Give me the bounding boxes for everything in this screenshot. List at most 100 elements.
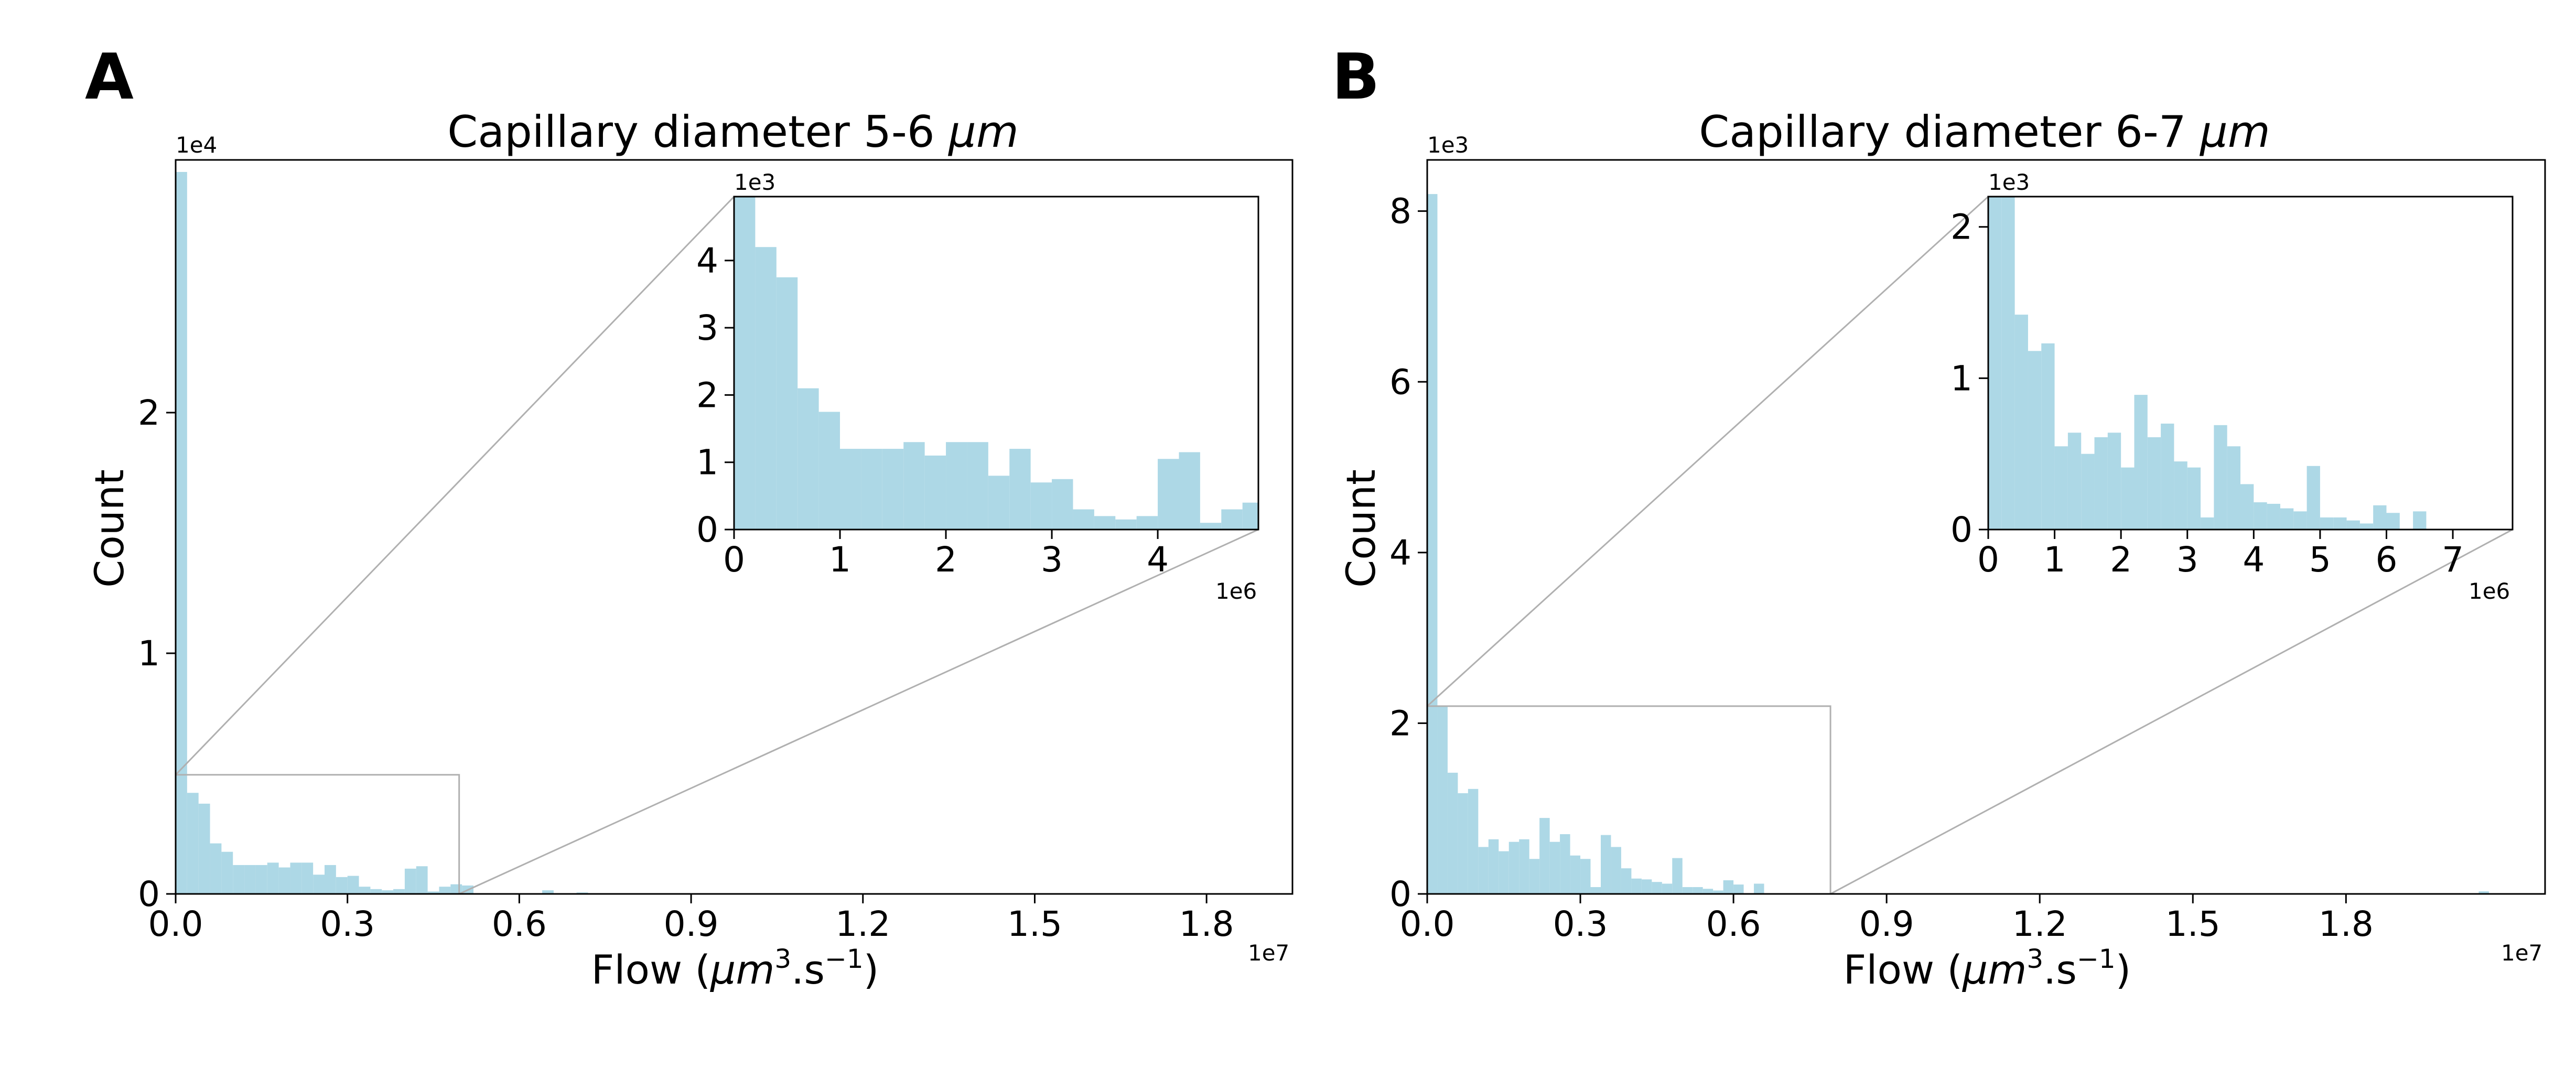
inset-a-bar-8	[903, 442, 925, 530]
inset-b-bar-21	[2267, 503, 2280, 530]
main-a-bar-16	[359, 887, 371, 894]
main-a-x-tick-label-4: 1.2	[835, 904, 890, 944]
inset-b-bar-3	[2028, 351, 2042, 530]
main-a-bar-13	[325, 865, 336, 894]
main-a-bar-5	[233, 865, 245, 894]
inset-a-bar-16	[1073, 509, 1094, 530]
main-a-bar-1	[187, 793, 199, 894]
inset-b-x-tick-label-2: 2	[2110, 539, 2132, 580]
main-a-x-tick-label-1: 0.3	[320, 904, 375, 944]
inset-a-bar-3	[797, 388, 819, 530]
panel-letter-a: A	[85, 41, 134, 114]
main-b-bar-27	[1702, 889, 1713, 894]
inset-x-multiplier-b: 1e6	[2469, 578, 2510, 604]
inset-a-y-tick-label-4: 4	[696, 241, 718, 281]
main-b-bar-25	[1682, 887, 1693, 894]
panel-letter-b: B	[1332, 41, 1379, 114]
main-b-bar-22	[1652, 882, 1662, 894]
inset-b-bar-12	[2147, 437, 2161, 530]
inset-a-bar-0	[734, 197, 756, 530]
inset-y-ticks-b: 0 1 2	[1950, 207, 1988, 550]
inset-b-bar-29	[2373, 505, 2387, 530]
inset-a-x-tick-label-2: 2	[935, 539, 957, 580]
main-a-bar-8	[267, 862, 279, 894]
main-a-y-tick-label-0: 0	[138, 874, 160, 914]
x-axis-label-a: Flow (μm3.s−1)	[591, 944, 879, 993]
main-b-bar-4	[1468, 789, 1479, 894]
inset-a-y-tick-label-3: 3	[696, 308, 718, 348]
main-b-x-tick-label-1: 0.3	[1553, 904, 1608, 944]
inset-y-multiplier-a: 1e3	[734, 169, 775, 195]
inset-b-bar-32	[2413, 511, 2427, 530]
main-a-bar-11	[301, 862, 314, 894]
inset-b-bar-26	[2333, 517, 2347, 530]
inset-a-y-tick-label-2: 2	[696, 375, 718, 415]
inset-a-bar-13	[1009, 449, 1031, 530]
inset-a-bar-22	[1200, 523, 1222, 530]
inset-b-x-tick-label-0: 0	[1977, 539, 1999, 580]
main-a-bar-4	[221, 851, 233, 894]
main-a-bar-20	[404, 868, 416, 894]
main-a-bar-9	[278, 867, 290, 894]
inset-a-bar-7	[882, 449, 904, 530]
zoom-connector-top-a	[175, 196, 735, 775]
main-b-x-tick-label-4: 1.2	[2012, 904, 2067, 944]
main-b-bar-8	[1508, 841, 1519, 894]
inset-b-bar-30	[2386, 513, 2400, 530]
inset-a-x-tick-label-3: 3	[1041, 539, 1063, 580]
inset-b-bar-7	[2081, 454, 2095, 530]
x-ticks-b: 0.0 0.3 0.6 0.9 1.2 1.5 1.8	[1400, 894, 2374, 944]
main-a-x-tick-label-3: 0.9	[664, 904, 719, 944]
inset-a-x-tick-label-0: 0	[723, 539, 745, 580]
main-a-bar-19	[393, 889, 405, 894]
main-b-bar-16	[1590, 887, 1601, 894]
main-b-bar-1	[1437, 706, 1448, 894]
main-a-x-tick-label-0: 0.0	[148, 904, 203, 944]
main-a-bar-24	[450, 884, 462, 894]
inset-b-y-tick-label-1: 1	[1950, 358, 1973, 398]
main-a-bar-2	[198, 803, 210, 894]
main-b-y-tick-label-4: 8	[1389, 191, 1411, 232]
inset-a-bar-2	[776, 277, 798, 530]
inset-b-bar-10	[2121, 467, 2135, 530]
inset-a-bar-10	[946, 442, 967, 530]
inset-y-multiplier-b: 1e3	[1988, 169, 2030, 195]
inset-a-bar-15	[1052, 479, 1073, 530]
inset-b-bar-0	[1988, 197, 2002, 530]
inset-b-x-tick-label-3: 3	[2176, 539, 2198, 580]
main-b-bar-18	[1611, 847, 1621, 894]
main-a-x-tick-label-5: 1.5	[1007, 904, 1062, 944]
zoom-connector-bottom-b	[1830, 528, 2513, 895]
inset-b-x-tick-label-1: 1	[2044, 539, 2066, 580]
inset-x-ticks-a: 0 1 2 3 4	[723, 530, 1169, 580]
main-b-bar-5	[1478, 847, 1489, 894]
inset-a-bar-12	[988, 476, 1010, 530]
main-b-x-tick-label-2: 0.6	[1706, 904, 1761, 944]
axes-frame-b	[1426, 159, 2546, 895]
inset-b-bar-28	[2359, 523, 2374, 530]
inset-b-bar-27	[2346, 520, 2360, 530]
inset-bars-b	[1988, 197, 2427, 530]
inset-b-bar-2	[2014, 315, 2028, 530]
inset-b-bar-5	[2054, 446, 2068, 530]
main-a-bar-17	[370, 889, 382, 894]
main-b-bar-23	[1662, 883, 1673, 894]
inset-a-bar-6	[861, 449, 882, 530]
main-a-bar-22	[427, 891, 439, 894]
inset-b-bar-13	[2161, 423, 2174, 530]
inset-frame-a	[733, 196, 1259, 531]
main-b-x-tick-label-3: 0.9	[1859, 904, 1914, 944]
inset-b-bar-15	[2187, 467, 2201, 530]
main-a-bar-10	[290, 862, 302, 894]
inset-a-bar-20	[1158, 459, 1179, 530]
main-b-bar-12	[1549, 841, 1560, 894]
main-a-bar-21	[416, 866, 428, 894]
main-b-x-tick-label-6: 1.8	[2319, 904, 2374, 944]
inset-a: 0 1 2 3 4 0 1 2 3 4 1e3 1e6	[696, 169, 1259, 604]
main-b-bar-13	[1560, 834, 1570, 894]
inset-b-x-tick-label-5: 5	[2309, 539, 2331, 580]
chart-title-b: Capillary diameter 6-7 μm	[1699, 106, 2270, 157]
inset-b-bar-4	[2041, 343, 2055, 530]
panel-b: B Capillary diameter 6-7 μm 0.0 0.3 0.6 0.9…	[1332, 41, 2546, 993]
